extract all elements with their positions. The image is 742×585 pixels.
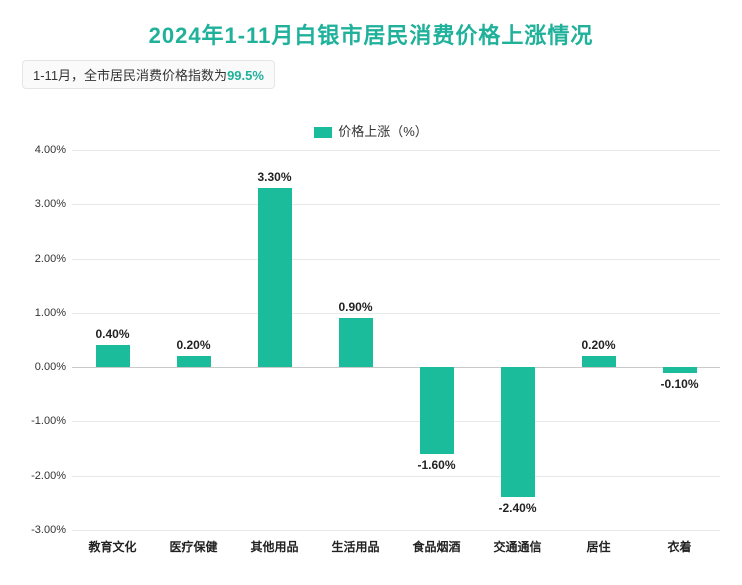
bar — [176, 356, 210, 367]
legend-label: 价格上涨（%） — [338, 124, 428, 139]
y-tick-label: 4.00% — [35, 144, 66, 156]
bar-value-label: 0.20% — [581, 338, 615, 352]
bar-column: 0.20% — [558, 150, 639, 530]
chart-container: 2024年1-11月白银市居民消费价格上涨情况 1-11月，全市居民消费价格指数… — [0, 0, 742, 585]
subtitle-prefix: 1-11月，全市居民消费价格指数为 — [33, 68, 227, 83]
subtitle-box: 1-11月，全市居民消费价格指数为99.5% — [22, 60, 275, 89]
bar-column: -1.60% — [396, 150, 477, 530]
y-tick-label: -3.00% — [31, 524, 66, 536]
x-tick-label: 生活用品 — [315, 538, 396, 555]
bar-value-label: 3.30% — [257, 170, 291, 184]
gridline — [72, 530, 720, 531]
y-tick-label: -2.00% — [31, 470, 66, 482]
bar-value-label: -1.60% — [417, 458, 455, 472]
bar-value-label: -2.40% — [498, 501, 536, 515]
bar — [95, 345, 129, 367]
bar-column: 0.40% — [72, 150, 153, 530]
x-tick-label: 食品烟酒 — [396, 538, 477, 555]
bar-value-label: 0.20% — [176, 338, 210, 352]
y-tick-label: -1.00% — [31, 415, 66, 427]
y-axis: -3.00%-2.00%-1.00%0.00%1.00%2.00%3.00%4.… — [22, 150, 72, 530]
chart-title: 2024年1-11月白银市居民消费价格上涨情况 — [22, 18, 720, 50]
bar-column: 0.90% — [315, 150, 396, 530]
x-tick-label: 其他用品 — [234, 538, 315, 555]
legend-swatch — [314, 127, 332, 138]
bar — [500, 367, 534, 497]
x-axis: 教育文化医疗保健其他用品生活用品食品烟酒交通通信居住衣着 — [72, 538, 720, 555]
subtitle: 1-11月，全市居民消费价格指数为99.5% — [22, 60, 720, 89]
bar — [581, 356, 615, 367]
legend: 价格上涨（%） — [22, 121, 720, 140]
bar — [257, 188, 291, 367]
y-tick-label: 1.00% — [35, 307, 66, 319]
bar-column: 3.30% — [234, 150, 315, 530]
bar — [662, 367, 696, 372]
subtitle-highlight: 99.5% — [227, 68, 264, 83]
bar-column: 0.20% — [153, 150, 234, 530]
bar-column: -0.10% — [639, 150, 720, 530]
y-tick-label: 3.00% — [35, 198, 66, 210]
bar-value-label: -0.10% — [660, 377, 698, 391]
x-tick-label: 教育文化 — [72, 538, 153, 555]
bars-group: 0.40% 0.20% 3.30% 0.90% -1.60% -2.40% 0.20% -0.… — [72, 150, 720, 530]
bar — [419, 367, 453, 454]
bar-value-label: 0.40% — [95, 327, 129, 341]
y-tick-label: 2.00% — [35, 253, 66, 265]
x-tick-label: 交通通信 — [477, 538, 558, 555]
x-tick-label: 医疗保健 — [153, 538, 234, 555]
bar-value-label: 0.90% — [338, 300, 372, 314]
x-tick-label: 居住 — [558, 538, 639, 555]
plot-area: -3.00%-2.00%-1.00%0.00%1.00%2.00%3.00%4.… — [22, 150, 720, 530]
y-tick-label: 0.00% — [35, 361, 66, 373]
x-tick-label: 衣着 — [639, 538, 720, 555]
bar — [338, 318, 372, 367]
bar-column: -2.40% — [477, 150, 558, 530]
